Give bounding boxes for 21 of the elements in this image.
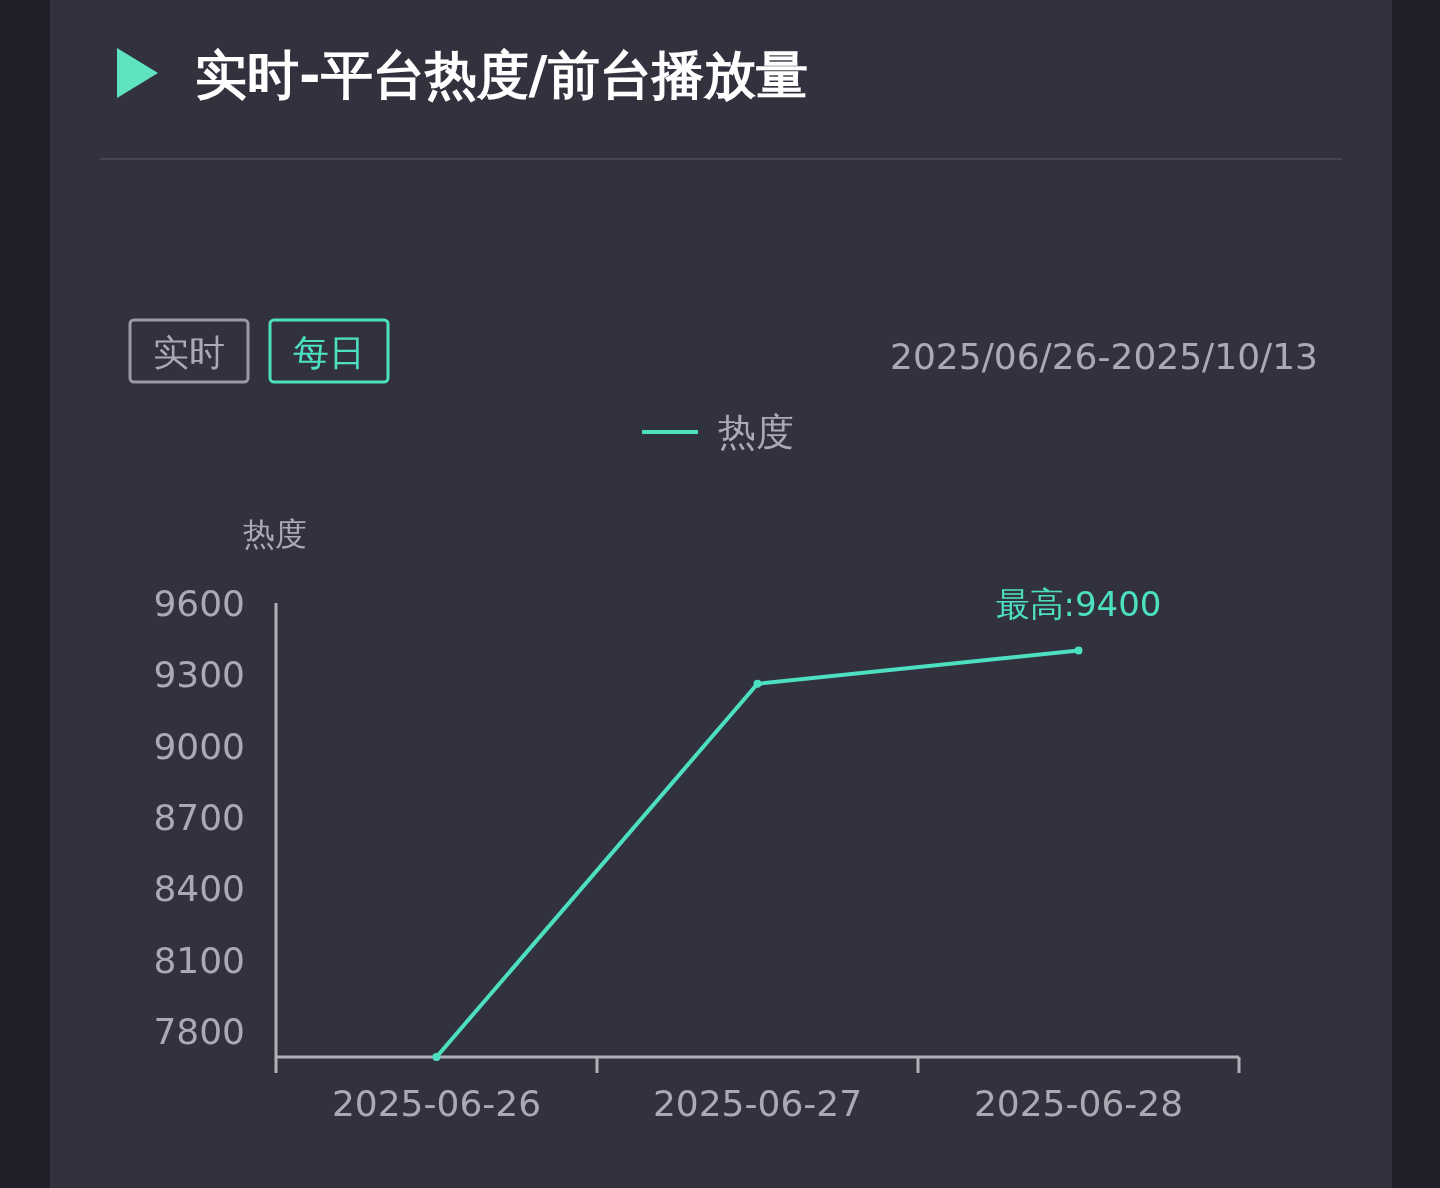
y-tick-label: 9300 [153,654,245,696]
y-tick-label: 8700 [153,796,245,838]
y-tick-label: 8400 [153,868,245,910]
x-tick-label: 2025-06-26 [331,1083,542,1124]
x-tick-label: 2025-06-28 [973,1083,1184,1124]
y-tick-label: 9000 [153,725,245,767]
button: 每日 [268,318,390,384]
point [753,679,762,688]
y-tick-label: 9600 [153,583,245,624]
chart-title: 实时-平台热度/前台播放量 [195,45,808,105]
x-tick-label: 2025-06-27 [652,1083,863,1124]
point [1074,646,1083,655]
chart-subtitle: 2025/06/26-2025/10/13 [890,336,1318,377]
y-tick-label: 7800 [153,1010,245,1052]
annotation: 最高:9400 [995,583,1162,624]
legend-label: 热度 [718,410,794,454]
point [432,1053,441,1061]
legend-item: 热度 [642,410,794,454]
button: 实时 [128,318,250,384]
y-tick-label: 8100 [153,939,245,981]
y-axis-title: 热度 [243,515,307,553]
